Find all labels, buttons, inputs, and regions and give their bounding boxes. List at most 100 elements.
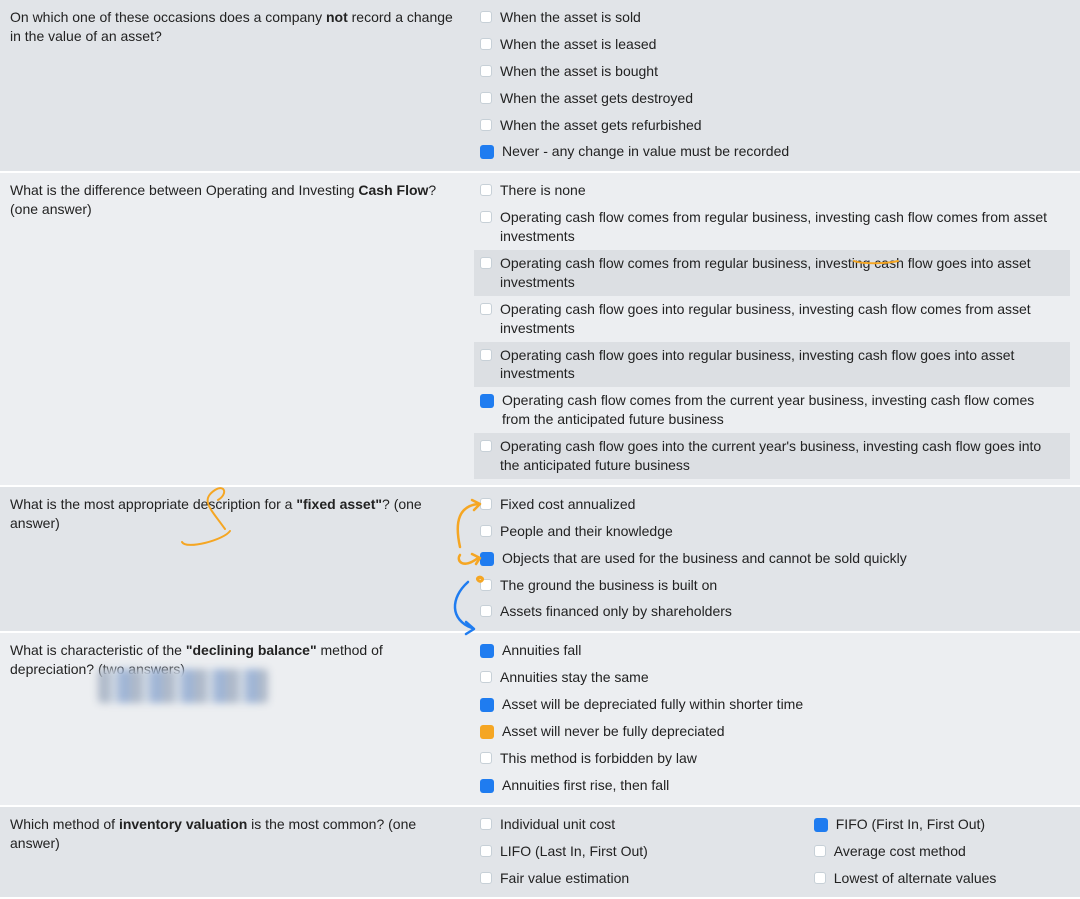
q2-checkbox-5[interactable] (480, 394, 494, 408)
answer-text: Fair value estimation (500, 869, 808, 888)
answer-text: When the asset gets destroyed (500, 89, 1070, 108)
question-prompt: What is the most appropriate description… (0, 487, 472, 631)
answer-text: There is none (500, 181, 1070, 200)
q4-checkbox-1[interactable] (480, 671, 492, 683)
answer-row[interactable]: Assets financed only by shareholders (474, 598, 1070, 625)
prompt-text-bold: Cash Flow (358, 182, 428, 198)
answer-row[interactable]: When the asset is sold (474, 4, 1070, 31)
question-row-q3: What is the most appropriate description… (0, 487, 1080, 633)
answer-row[interactable]: Annuities fall (474, 637, 1070, 664)
prompt-text-pre: What is characteristic of the (10, 642, 186, 658)
q1-checkbox-5[interactable] (480, 145, 494, 159)
answer-row[interactable]: FIFO (First In, First Out) (808, 811, 1070, 838)
answer-row[interactable]: Lowest of alternate values (808, 865, 1070, 892)
answer-row[interactable]: Individual unit cost (474, 811, 808, 838)
q1-checkbox-2[interactable] (480, 65, 492, 77)
q5-checkbox-R2[interactable] (814, 872, 826, 884)
q3-checkbox-0[interactable] (480, 498, 492, 510)
question-row-q4: What is characteristic of the "declining… (0, 633, 1080, 806)
answer-row[interactable]: Annuities first rise, then fall (474, 772, 1070, 799)
answer-text: Annuities first rise, then fall (502, 776, 1070, 795)
answer-row[interactable]: LIFO (Last In, First Out) (474, 838, 808, 865)
answer-text: Operating cash flow comes from regular b… (500, 254, 1070, 292)
answer-row[interactable]: Annuities stay the same (474, 664, 1070, 691)
answer-row[interactable]: There is none (474, 177, 1070, 204)
answer-row[interactable]: This method is forbidden by law (474, 745, 1070, 772)
q2-checkbox-6[interactable] (480, 440, 492, 452)
prompt-text-pre: What is the most appropriate description… (10, 496, 296, 512)
answer-row[interactable]: Operating cash flow comes from regular b… (474, 250, 1070, 296)
q4-checkbox-4[interactable] (480, 752, 492, 764)
answer-row[interactable]: When the asset is leased (474, 31, 1070, 58)
redacted-block (98, 669, 268, 703)
answer-row[interactable]: Average cost method (808, 838, 1070, 865)
answer-row[interactable]: Fixed cost annualized (474, 491, 1070, 518)
q3-checkbox-2[interactable] (480, 552, 494, 566)
answers-cell: There is none Operating cash flow comes f… (472, 173, 1080, 485)
answers-list: Annuities fall Annuities stay the same Ass… (474, 637, 1070, 798)
q4-checkbox-5[interactable] (480, 779, 494, 793)
answers-cell: Annuities fall Annuities stay the same Ass… (472, 633, 1080, 804)
answer-row[interactable]: When the asset is bought (474, 58, 1070, 85)
question-row-q2: What is the difference between Operating… (0, 173, 1080, 487)
answer-row[interactable]: When the asset gets destroyed (474, 85, 1070, 112)
answer-row[interactable]: Objects that are used for the business a… (474, 545, 1070, 572)
answer-row[interactable]: People and their knowledge (474, 518, 1070, 545)
q1-checkbox-0[interactable] (480, 11, 492, 23)
answer-text: Individual unit cost (500, 815, 808, 834)
answer-row[interactable]: Operating cash flow goes into regular bu… (474, 342, 1070, 388)
answer-text: Lowest of alternate values (834, 869, 1070, 888)
answer-text: Average cost method (834, 842, 1070, 861)
q4-checkbox-3[interactable] (480, 725, 494, 739)
answer-text: When the asset is bought (500, 62, 1070, 81)
answer-row[interactable]: Operating cash flow goes into regular bu… (474, 296, 1070, 342)
answer-text: Fixed cost annualized (500, 495, 1070, 514)
answer-text: Annuities stay the same (500, 668, 1070, 687)
answer-text: The ground the business is built on (500, 576, 1070, 595)
q3-checkbox-4[interactable] (480, 605, 492, 617)
prompt-text-pre: On which one of these occasions does a c… (10, 9, 326, 25)
answer-text: Never - any change in value must be reco… (502, 142, 1070, 161)
answer-text: Asset will be depreciated fully within s… (502, 695, 1070, 714)
q2-checkbox-1[interactable] (480, 211, 492, 223)
answer-text: Operating cash flow goes into the curren… (500, 437, 1070, 475)
q5-checkbox-L2[interactable] (480, 872, 492, 884)
answer-text: When the asset is leased (500, 35, 1070, 54)
answer-row[interactable]: Never - any change in value must be reco… (474, 138, 1070, 165)
q1-checkbox-3[interactable] (480, 92, 492, 104)
q5-checkbox-R0[interactable] (814, 818, 828, 832)
q4-checkbox-2[interactable] (480, 698, 494, 712)
answer-row[interactable]: When the asset gets refurbished (474, 112, 1070, 139)
answer-text: When the asset is sold (500, 8, 1070, 27)
answers-grid: Individual unit cost LIFO (Last In, First… (474, 811, 1070, 892)
answer-row[interactable]: Asset will be depreciated fully within s… (474, 691, 1070, 718)
answers-list: There is none Operating cash flow comes f… (474, 177, 1070, 479)
prompt-text-pre: Which method of (10, 816, 119, 832)
answers-column: Individual unit cost LIFO (Last In, First… (474, 811, 808, 892)
q3-checkbox-3[interactable] (480, 579, 492, 591)
q5-checkbox-L1[interactable] (480, 845, 492, 857)
q3-checkbox-1[interactable] (480, 525, 492, 537)
answer-row[interactable]: Operating cash flow comes from the curre… (474, 387, 1070, 433)
q1-checkbox-1[interactable] (480, 38, 492, 50)
q2-checkbox-2[interactable] (480, 257, 492, 269)
answer-row[interactable]: Operating cash flow goes into the curren… (474, 433, 1070, 479)
q4-checkbox-0[interactable] (480, 644, 494, 658)
answer-row[interactable]: The ground the business is built on (474, 572, 1070, 599)
answer-text: When the asset gets refurbished (500, 116, 1070, 135)
q5-checkbox-R1[interactable] (814, 845, 826, 857)
q5-checkbox-L0[interactable] (480, 818, 492, 830)
answer-row[interactable]: Operating cash flow comes from regular b… (474, 204, 1070, 250)
answer-row[interactable]: Asset will never be fully depreciated (474, 718, 1070, 745)
answer-text: Operating cash flow comes from the curre… (502, 391, 1070, 429)
q2-checkbox-4[interactable] (480, 349, 492, 361)
q1-checkbox-4[interactable] (480, 119, 492, 131)
question-prompt: On which one of these occasions does a c… (0, 0, 472, 171)
answer-row[interactable]: Fair value estimation (474, 865, 808, 892)
answers-cell: Fixed cost annualized People and their kn… (472, 487, 1080, 631)
answer-text: LIFO (Last In, First Out) (500, 842, 808, 861)
answers-list: Fixed cost annualized People and their kn… (474, 491, 1070, 625)
question-row-q1: On which one of these occasions does a c… (0, 0, 1080, 173)
q2-checkbox-3[interactable] (480, 303, 492, 315)
q2-checkbox-0[interactable] (480, 184, 492, 196)
